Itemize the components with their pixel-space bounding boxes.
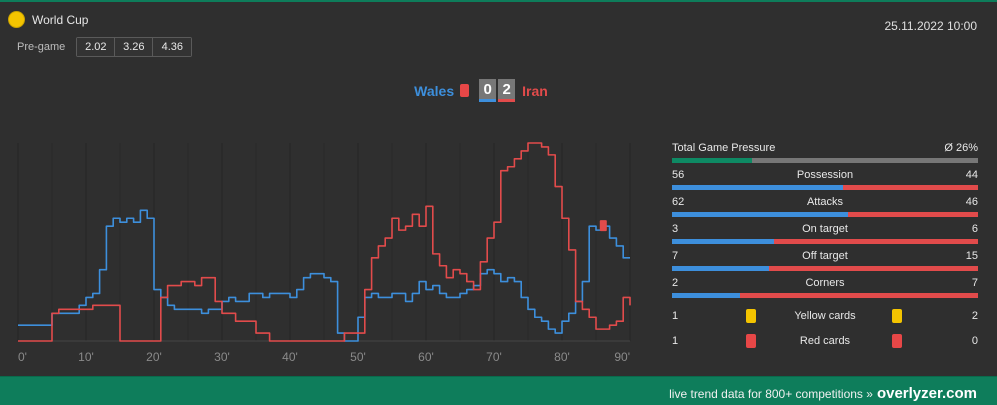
x-tick-label: 80' xyxy=(554,350,570,364)
x-tick-label: 30' xyxy=(214,350,230,364)
card-label: Red cards xyxy=(799,335,851,347)
pressure-trend-chart: 0' 10' 20' 30' 40' 50' 60' 70' 80' 90' xyxy=(17,142,631,364)
stat-away-value: 44 xyxy=(965,169,978,181)
stat-label: Possession xyxy=(796,169,854,181)
stat-bar-away xyxy=(847,212,978,217)
stat-row-attacks: 62 Attacks 46 xyxy=(672,195,978,222)
footer-bar: live trend data for 800+ competitions » o… xyxy=(0,376,997,405)
scoreboard: Wales 0 2 Iran xyxy=(0,79,962,102)
stat-home-value: 62 xyxy=(672,196,685,208)
odd-draw[interactable]: 3.26 xyxy=(115,38,154,56)
total-pressure-row: Total Game Pressure Ø 26% xyxy=(672,141,978,168)
yellow-card-icon xyxy=(892,309,902,323)
competition-name: World Cup xyxy=(32,12,89,27)
stat-row-corners: 2 Corners 7 xyxy=(672,276,978,303)
total-pressure-value: Ø 26% xyxy=(944,142,978,154)
stat-row-off-target: 7 Off target 15 xyxy=(672,249,978,276)
home-red-card-icon xyxy=(460,84,470,97)
odd-away[interactable]: 4.36 xyxy=(153,38,192,56)
pregame-odds: Pre-game 2.02 3.26 4.36 xyxy=(17,37,193,57)
stat-bar-away xyxy=(739,293,978,298)
x-tick-label: 50' xyxy=(350,350,366,364)
stat-row-possession: 56 Possession 44 xyxy=(672,168,978,195)
stat-away-value: 15 xyxy=(965,250,978,262)
red-card-icon xyxy=(746,334,756,348)
stat-row-on-target: 3 On target 6 xyxy=(672,222,978,249)
home-team-name[interactable]: Wales xyxy=(414,82,455,99)
stat-bar xyxy=(672,266,978,271)
stat-bar-away xyxy=(769,266,978,271)
stat-label: On target xyxy=(802,223,848,235)
stat-label: Attacks xyxy=(806,196,844,208)
competition-ball-icon xyxy=(8,11,25,28)
x-tick-label: 0' xyxy=(18,350,27,364)
x-tick-label: 20' xyxy=(146,350,162,364)
pregame-label: Pre-game xyxy=(17,41,66,53)
stat-away-value: 7 xyxy=(971,277,978,289)
card-home-value: 1 xyxy=(672,335,679,347)
stat-bar-home xyxy=(672,266,770,271)
footer-text: live trend data for 800+ competitions » xyxy=(669,387,873,401)
stat-bar-home xyxy=(672,239,774,244)
total-pressure-bar xyxy=(672,158,978,163)
stat-bar-home xyxy=(672,212,848,217)
stat-bar xyxy=(672,185,978,190)
odds-group: 2.02 3.26 4.36 xyxy=(76,37,193,57)
stat-label: Off target xyxy=(802,250,848,262)
away-team-name[interactable]: Iran xyxy=(522,82,548,99)
stat-bar-home xyxy=(672,185,844,190)
stat-bar xyxy=(672,239,978,244)
competition-header: World Cup xyxy=(8,11,88,28)
x-tick-label: 40' xyxy=(282,350,298,364)
x-tick-label: 90' xyxy=(614,350,630,364)
card-away-value: 2 xyxy=(971,310,978,322)
card-row-yellow-cards: 1 Yellow cards 2 xyxy=(672,303,978,328)
red-card-icon xyxy=(892,334,902,348)
match-date: 25.11.2022 10:00 xyxy=(884,19,977,33)
stat-bar-away xyxy=(774,239,978,244)
stat-bar-away xyxy=(843,185,978,190)
stat-away-value: 46 xyxy=(965,196,978,208)
footer-promo[interactable]: live trend data for 800+ competitions » o… xyxy=(669,385,977,402)
stat-bar xyxy=(672,293,978,298)
card-label: Yellow cards xyxy=(794,310,856,322)
series-line-wales xyxy=(18,209,630,342)
away-score: 2 xyxy=(498,79,516,102)
stat-home-value: 7 xyxy=(672,250,679,262)
stat-bar xyxy=(672,212,978,217)
total-pressure-label: Total Game Pressure xyxy=(672,142,776,154)
x-tick-label: 10' xyxy=(78,350,94,364)
footer-brand[interactable]: overlyzer.com xyxy=(876,385,977,402)
odd-home[interactable]: 2.02 xyxy=(77,38,116,56)
stat-label: Corners xyxy=(805,277,845,289)
stat-away-value: 6 xyxy=(971,223,978,235)
home-score: 0 xyxy=(479,79,497,102)
x-tick-label: 70' xyxy=(486,350,502,364)
card-home-value: 1 xyxy=(672,310,679,322)
stat-home-value: 2 xyxy=(672,277,679,289)
stats-panel: Total Game Pressure Ø 26% 56 Possession 44… xyxy=(672,141,978,353)
yellow-card-icon xyxy=(746,309,756,323)
total-pressure-rest xyxy=(751,158,978,163)
series-line-iran xyxy=(18,142,631,342)
card-away-value: 0 xyxy=(971,335,978,347)
stat-home-value: 56 xyxy=(672,169,685,181)
card-row-red-cards: 1 Red cards 0 xyxy=(672,328,978,353)
red-card-marker xyxy=(599,220,607,232)
stat-home-value: 3 xyxy=(672,223,679,235)
stat-bar-home xyxy=(672,293,740,298)
x-tick-label: 60' xyxy=(418,350,434,364)
total-pressure-fill xyxy=(672,158,752,163)
